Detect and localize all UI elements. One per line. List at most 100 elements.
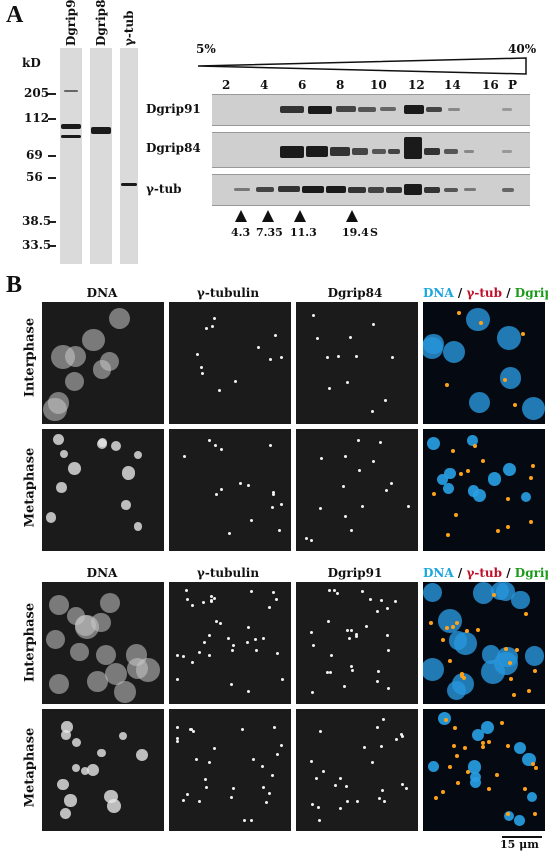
signal-spot: [175, 654, 179, 658]
signal-spot: [246, 690, 250, 694]
signal-spot: [380, 744, 384, 748]
s-marker-arrow: [346, 210, 358, 222]
merge-title-sep: /: [457, 566, 463, 580]
signal-spot: [86, 764, 99, 777]
signal-spot: [505, 744, 510, 748]
micrograph-metaphase-dgrip91: [296, 709, 418, 831]
signal-spot: [401, 735, 404, 739]
merge-title-sep: /: [506, 286, 511, 300]
signal-spot: [515, 647, 520, 652]
fraction-label: 14: [444, 78, 461, 92]
signal-spot: [361, 504, 365, 508]
signal-spot: [72, 763, 81, 773]
signal-spot: [273, 333, 277, 337]
signal-spot: [202, 641, 206, 645]
signal-spot: [460, 673, 465, 678]
signal-spot: [99, 352, 119, 372]
signal-spot: [220, 448, 224, 452]
s-value-4-3: 4.3: [231, 226, 251, 239]
signal-spot: [176, 725, 180, 729]
signal-spot: [198, 650, 202, 654]
signal-spot: [317, 818, 321, 822]
col-title-dgrip91: Dgrip91: [327, 566, 383, 580]
signal-spot: [462, 675, 467, 680]
signal-spot: [272, 590, 276, 594]
signal-spot: [246, 626, 250, 630]
signal-spot: [470, 771, 481, 783]
signal-spot: [505, 812, 510, 817]
signal-spot: [499, 367, 521, 389]
signal-spot: [444, 467, 456, 480]
signal-spot: [53, 433, 65, 445]
signal-spot: [253, 637, 257, 641]
merge-title-dna: DNA: [423, 566, 454, 580]
band: [91, 127, 111, 134]
fraction-label: 2: [222, 78, 231, 92]
merge-title-dna: DNA: [423, 286, 454, 300]
signal-spot: [475, 628, 480, 633]
lane-label-gtub: γ-tub: [122, 10, 136, 46]
signal-spot: [532, 812, 537, 817]
signal-spot: [312, 313, 316, 317]
gradient-wedge: [197, 57, 527, 75]
signal-spot: [326, 620, 330, 624]
signal-spot: [99, 592, 121, 614]
fraction-label: 6: [298, 78, 307, 92]
signal-spot: [429, 621, 434, 626]
signal-spot: [243, 819, 246, 823]
lane-label-dgrip91: Dgrip91: [64, 0, 78, 46]
signal-spot: [279, 355, 283, 359]
signal-spot: [338, 776, 342, 780]
signal-spot: [522, 396, 545, 420]
signal-spot: [255, 648, 259, 652]
merge-title-bottom: DNA / γ-tub / Dgrip91: [423, 566, 548, 580]
signal-spot: [316, 337, 320, 341]
signal-spot: [472, 444, 477, 449]
kd-label: kD: [22, 56, 41, 70]
signal-spot: [502, 462, 517, 477]
row-label-dgrip91: Dgrip91: [146, 102, 201, 116]
kd-marker-112: 112: [24, 111, 50, 125]
signal-spot: [454, 632, 477, 655]
signal-spot: [472, 488, 487, 503]
signal-spot: [442, 340, 465, 363]
signal-spot: [182, 455, 186, 459]
signal-spot: [262, 637, 266, 641]
signal-spot: [280, 502, 284, 506]
kd-tick: [48, 245, 56, 247]
panel-b-letter: B: [6, 272, 23, 298]
signal-spot: [230, 648, 234, 652]
signal-spot: [375, 609, 379, 613]
merge-title-grip: Dgrip84: [514, 286, 548, 300]
signal-spot: [349, 628, 353, 632]
signal-spot: [523, 612, 528, 617]
s-value-11-3: 11.3: [290, 226, 317, 239]
signal-spot: [348, 637, 352, 641]
signal-spot: [219, 621, 223, 625]
signal-spot: [72, 738, 82, 748]
micrograph-interphase-gtubulin: [169, 302, 291, 424]
signal-spot: [465, 629, 470, 634]
band: [121, 183, 137, 186]
signal-spot: [445, 382, 450, 387]
signal-spot: [456, 780, 461, 785]
merge-title-grip: Dgrip91: [514, 566, 548, 580]
signal-spot: [275, 753, 279, 757]
signal-spot: [251, 757, 255, 761]
signal-spot: [486, 786, 491, 791]
col-title-gtubulin: γ-tubulin: [196, 566, 260, 580]
kd-tick: [48, 118, 56, 120]
signal-spot: [481, 459, 486, 464]
signal-spot: [387, 687, 391, 691]
merge-title-tub: γ-tub: [466, 286, 503, 300]
signal-spot: [462, 745, 467, 750]
signal-spot: [502, 377, 507, 382]
blot-lane-gtub: [120, 48, 138, 264]
signal-spot: [444, 717, 449, 722]
kd-marker-69: 69: [26, 148, 43, 162]
signal-spot: [241, 728, 245, 732]
signal-spot: [265, 801, 269, 805]
signal-spot: [310, 538, 314, 542]
signal-spot: [457, 310, 462, 315]
signal-spot: [508, 660, 513, 665]
